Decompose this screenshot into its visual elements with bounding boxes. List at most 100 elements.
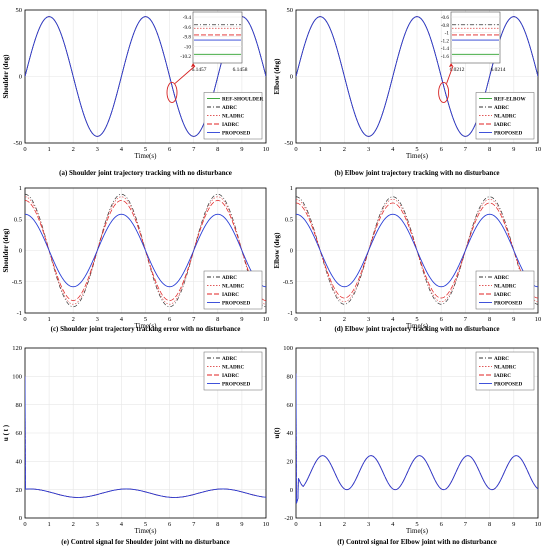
inset-y-tick: -9.6: [183, 25, 192, 31]
x-tick-label: 6: [440, 316, 444, 323]
x-tick-label: 0: [23, 146, 26, 153]
series-line-proposed: [25, 213, 266, 288]
x-tick-label: 7: [464, 521, 468, 528]
x-tick-label: 10: [535, 146, 542, 153]
x-tick-label: 4: [120, 146, 124, 153]
x-tick-label: 1: [47, 146, 50, 153]
x-tick-label: 3: [367, 316, 370, 323]
x-tick-label: 0: [294, 316, 297, 323]
x-tick-label: 7: [464, 146, 468, 153]
x-tick-label: 3: [367, 146, 370, 153]
y-tick-label: 1: [290, 185, 293, 192]
x-tick-label: 1: [47, 521, 50, 528]
y-tick-label: 40: [16, 459, 23, 466]
x-tick-label: 8: [216, 316, 219, 323]
x-tick-label: 2: [72, 146, 75, 153]
inset-y-tick: -1.2: [441, 38, 450, 44]
x-tick-label: 6: [168, 521, 172, 528]
x-tick-label: 5: [415, 316, 418, 323]
inset-y-tick: -0.6: [441, 15, 450, 21]
inset-y-tick: -9.8: [183, 35, 192, 41]
panel-caption: (c) Shoulder joint trajectory tracking e…: [51, 325, 241, 333]
legend: ADRC NLADRC IADRC PROPOSED: [475, 351, 535, 391]
y-tick-label: 0: [19, 248, 22, 255]
chart-panel-f: 0 1 2 3 4 5 6 7 8 9 10-20020406080100Time(s)u(t)(f…: [273, 345, 541, 546]
legend-label: PROPOSED: [494, 301, 522, 307]
legend-label: NLADRC: [222, 284, 244, 290]
y-axis-label: Shoulder (deg): [2, 228, 10, 273]
legend-label: IADRC: [222, 122, 239, 128]
legend-label: PROPOSED: [222, 131, 250, 137]
inset-x-tick: 6.1457: [192, 67, 207, 73]
zoom-marker-ellipse: [166, 82, 178, 103]
y-tick-label: 50: [16, 7, 23, 14]
x-tick-label: 5: [144, 521, 147, 528]
y-tick-label: 60: [287, 402, 294, 409]
y-tick-label: 0.5: [285, 216, 293, 223]
x-tick-label: 5: [144, 316, 147, 323]
x-tick-label: 1: [319, 316, 322, 323]
x-tick-label: 2: [72, 316, 75, 323]
legend-label: PROPOSED: [494, 382, 522, 388]
x-tick-label: 9: [240, 521, 243, 528]
legend-label: IADRC: [222, 292, 239, 298]
x-tick-label: 6: [168, 146, 172, 153]
y-tick-label: 80: [287, 374, 294, 381]
zoom-inset: -0.6 -0.8 -1-1.2 -1.4 -1.6 6.0212 6.0214: [438, 11, 506, 103]
legend-label: IADRC: [222, 373, 239, 379]
x-axis-label: Time(s): [406, 527, 429, 535]
x-tick-label: 0: [23, 316, 26, 323]
x-tick-label: 0: [294, 146, 297, 153]
y-axis-label: Shoulder (deg): [2, 54, 10, 99]
x-tick-label: 9: [240, 316, 243, 323]
x-tick-label: 9: [240, 146, 243, 153]
x-tick-label: 3: [96, 521, 99, 528]
x-tick-label: 7: [192, 146, 196, 153]
legend-label: NLADRC: [222, 365, 244, 371]
y-tick-label: -0.5: [12, 279, 22, 286]
legend-label: NLADRC: [494, 114, 516, 120]
y-tick-label: 1: [19, 185, 22, 192]
inset-y-tick: -1.6: [441, 54, 450, 60]
x-tick-label: 3: [96, 146, 99, 153]
x-tick-label: 8: [488, 146, 491, 153]
zoom-marker-ellipse: [438, 82, 450, 103]
x-tick-label: 4: [391, 521, 395, 528]
x-tick-label: 10: [535, 316, 542, 323]
zoom-arrowhead: [449, 63, 453, 67]
zoom-arrowhead: [191, 63, 195, 67]
legend: ADRC NLADRC IADRC PROPOSED: [203, 351, 263, 391]
legend: ADRC NLADRC IADRC PROPOSED: [203, 270, 263, 310]
legend-label: NLADRC: [494, 365, 516, 371]
x-tick-label: 9: [512, 146, 515, 153]
x-tick-label: 4: [391, 316, 395, 323]
y-tick-label: 60: [16, 430, 23, 437]
y-tick-label: -50: [13, 140, 22, 147]
x-tick-label: 5: [415, 146, 418, 153]
x-tick-label: 5: [144, 146, 147, 153]
y-axis-label: u(t): [273, 427, 281, 439]
inset-y-tick: -10: [184, 44, 191, 50]
panel-caption: (f) Control signal for Elbow joint with …: [337, 538, 497, 546]
x-tick-label: 8: [488, 521, 491, 528]
legend-label: ADRC: [222, 275, 237, 281]
series-line-proposed: [296, 213, 538, 288]
y-tick-label: -0.5: [283, 279, 293, 286]
x-tick-label: 8: [216, 521, 219, 528]
zoom-arrow: [446, 65, 454, 84]
y-tick-label: 100: [283, 345, 293, 352]
y-tick-label: 0.5: [14, 216, 22, 223]
inset-y-tick: -10.2: [180, 54, 191, 60]
x-tick-label: 4: [120, 316, 124, 323]
plot-frame: [24, 187, 267, 314]
inset-x-tick: 6.1458: [233, 67, 248, 73]
zoom-inset: -9.4 -9.6 -9.8 -10 -10.2 6.1457 6.1458: [166, 11, 248, 103]
legend: REF-SHOULDER ADRC NLADRC IADRC PROPOSED: [203, 92, 263, 140]
legend-label: PROPOSED: [222, 301, 250, 307]
series-line-adrc: [25, 193, 266, 308]
y-tick-label: 0: [290, 487, 293, 494]
x-axis-label: Time(s): [135, 527, 158, 535]
legend-label: ADRC: [494, 356, 509, 362]
series-line-proposed: [296, 373, 538, 504]
